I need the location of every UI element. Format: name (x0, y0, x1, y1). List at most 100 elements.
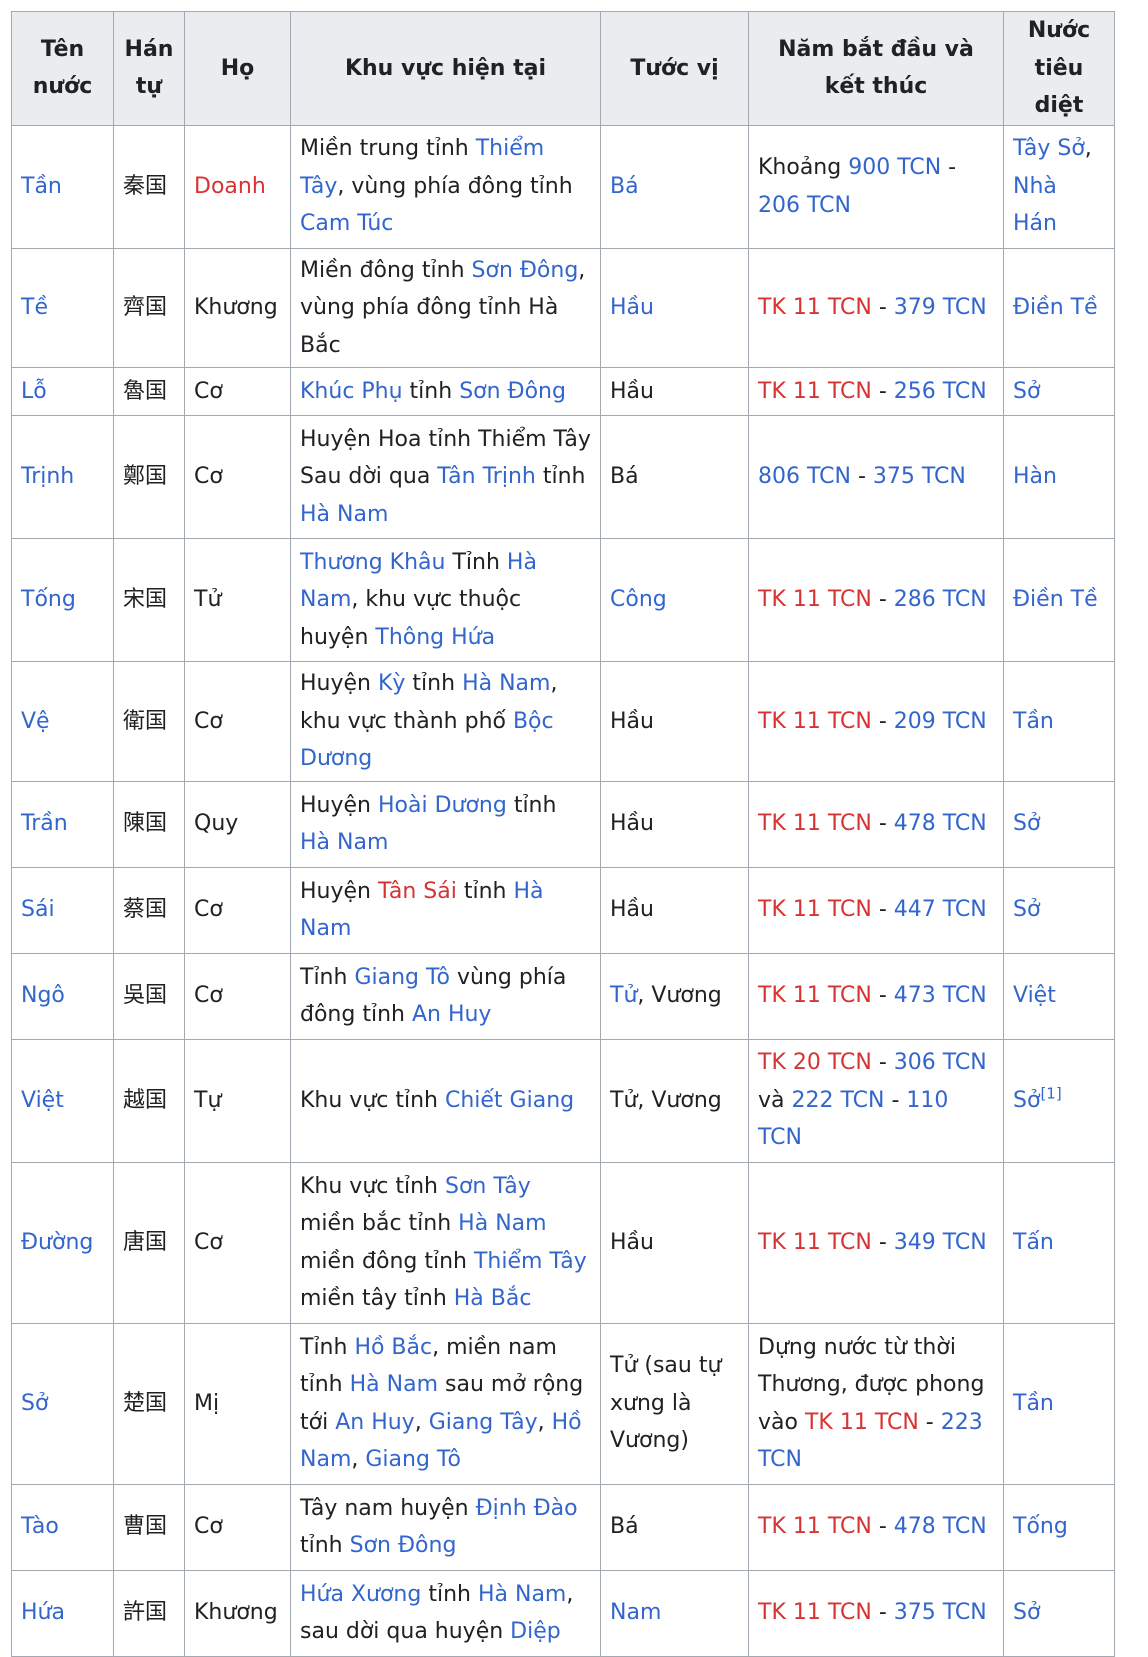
wiki-link[interactable]: Hoài Dương (377, 792, 507, 818)
wiki-link[interactable]: Sở (1013, 1600, 1041, 1626)
wiki-link[interactable]: Thương Khâu (300, 549, 446, 575)
wiki-link[interactable]: Tân Trịnh (437, 464, 536, 490)
red-link[interactable]: TK 11 TCN (758, 295, 872, 320)
wiki-link[interactable]: Sái (21, 897, 55, 923)
wiki-link[interactable]: 206 TCN (758, 192, 851, 218)
red-link[interactable]: TK 11 TCN (804, 1409, 919, 1435)
wiki-link[interactable]: Công (610, 587, 667, 613)
wiki-link[interactable]: 375 TCN (893, 1600, 987, 1626)
red-link[interactable]: TK 11 TCN (758, 897, 872, 923)
wiki-link[interactable]: Giang Tô (365, 1447, 461, 1472)
wiki-link[interactable]: Sở (21, 1390, 49, 1416)
wiki-link[interactable]: Hà Bắc (453, 1286, 532, 1311)
wiki-link[interactable]: 222 TCN (791, 1087, 885, 1113)
wiki-link[interactable]: An Huy (411, 1002, 492, 1027)
wiki-link[interactable]: Tây Sở (1013, 136, 1085, 162)
wiki-link[interactable]: Giang Tô (354, 964, 450, 990)
wiki-link[interactable]: 478 TCN (893, 1514, 987, 1540)
wiki-link[interactable]: Thông Hứa (375, 624, 496, 650)
header-nam[interactable]: Năm bắt đầu và kết thúc (748, 11, 1004, 126)
wiki-link[interactable]: 349 TCN (893, 1229, 987, 1255)
header-ho[interactable]: Họ (184, 11, 291, 126)
wiki-link[interactable]: Điền Tề (1013, 587, 1098, 613)
wiki-link[interactable]: 473 TCN (893, 983, 987, 1009)
wiki-link[interactable]: Tề (21, 295, 48, 320)
wiki-link[interactable]: Trịnh (21, 464, 75, 490)
wiki-link[interactable]: Sở (1013, 1087, 1041, 1113)
wiki-link[interactable]: 306 TCN (893, 1050, 987, 1076)
red-link[interactable]: TK 11 TCN (758, 983, 872, 1009)
wiki-link[interactable]: Hà Nam (300, 878, 544, 942)
wiki-link[interactable]: Sơn Đông (349, 1533, 457, 1558)
wiki-link[interactable]: Sơn Đông (471, 257, 579, 283)
wiki-link[interactable]: Hà Nam (458, 1211, 547, 1236)
wiki-link[interactable]: 900 TCN (848, 155, 942, 180)
wiki-link[interactable]: Hứa Xương (300, 1581, 422, 1607)
wiki-link[interactable]: 256 TCN (893, 378, 987, 404)
reference-link[interactable]: [1] (1040, 1084, 1062, 1103)
red-link[interactable]: Doanh (194, 173, 266, 199)
red-link[interactable]: Tân Sái (377, 878, 457, 904)
red-link[interactable]: TK 11 TCN (758, 1600, 872, 1626)
wiki-link[interactable]: Tấn (1013, 1229, 1054, 1255)
wiki-link[interactable]: Thiểm Tây (300, 136, 545, 199)
wiki-link[interactable]: Trần (21, 811, 68, 837)
wiki-link[interactable]: Nhà Hán (1013, 173, 1057, 237)
wiki-link[interactable]: Sở (1013, 897, 1041, 923)
wiki-link[interactable]: Lỗ (21, 378, 47, 404)
wiki-link[interactable]: Nam (610, 1600, 662, 1626)
red-link[interactable]: TK 11 TCN (758, 1514, 872, 1540)
wiki-link[interactable]: Việt (21, 1087, 64, 1113)
wiki-link[interactable]: Khúc Phụ (300, 378, 403, 404)
header-tuoc-vi[interactable]: Tước vị (600, 11, 749, 126)
wiki-link[interactable]: Sơn Tây (444, 1173, 531, 1199)
wiki-link[interactable]: Cam Túc (300, 211, 394, 237)
wiki-link[interactable]: Hứa (21, 1600, 65, 1626)
wiki-link[interactable]: 286 TCN (893, 587, 987, 613)
wiki-link[interactable]: Ngô (21, 983, 65, 1009)
wiki-link[interactable]: Hồ Nam (300, 1409, 582, 1473)
wiki-link[interactable]: Hà Nam (349, 1372, 439, 1397)
wiki-link[interactable]: Vệ (21, 708, 50, 734)
wiki-link[interactable]: Điền Tề (1013, 295, 1098, 320)
wiki-link[interactable]: Sở (1013, 811, 1041, 837)
header-ten-nuoc[interactable]: Tên nước (11, 11, 114, 126)
wiki-link[interactable]: Chiết Giang (444, 1087, 575, 1113)
red-link[interactable]: TK 11 TCN (758, 587, 872, 613)
wiki-link[interactable]: Hà Nam (300, 549, 537, 613)
wiki-link[interactable]: Hầu (610, 295, 654, 320)
wiki-link[interactable]: Hà Nam (300, 830, 389, 855)
red-link[interactable]: TK 20 TCN (758, 1050, 872, 1076)
wiki-link[interactable]: Hà Nam (462, 671, 551, 696)
header-nuoc-tieu-diet[interactable]: Nước tiêu diệt (1003, 11, 1115, 126)
wiki-link[interactable]: Diệp (510, 1619, 561, 1644)
wiki-link[interactable]: Tử (610, 983, 638, 1009)
wiki-link[interactable]: Hồ Bắc (354, 1334, 433, 1360)
red-link[interactable]: TK 11 TCN (758, 708, 872, 734)
wiki-link[interactable]: Thiểm Tây (473, 1248, 587, 1274)
wiki-link[interactable]: Tống (1013, 1514, 1068, 1540)
wiki-link[interactable]: Hà Nam (477, 1581, 567, 1607)
wiki-link[interactable]: Kỳ (377, 671, 406, 696)
wiki-link[interactable]: Sơn Đông (459, 378, 566, 404)
wiki-link[interactable]: Định Đào (475, 1495, 578, 1521)
wiki-link[interactable]: 375 TCN (872, 464, 966, 490)
wiki-link[interactable]: Hàn (1013, 464, 1057, 490)
wiki-link[interactable]: 447 TCN (893, 897, 987, 923)
wiki-link[interactable]: 110 TCN (758, 1087, 949, 1151)
wiki-link[interactable]: Giang Tây (428, 1409, 538, 1435)
wiki-link[interactable]: Bá (610, 173, 639, 199)
wiki-link[interactable]: Tần (21, 173, 62, 199)
header-khu-vuc[interactable]: Khu vực hiện tại (290, 11, 601, 126)
wiki-link[interactable]: Tống (21, 587, 76, 613)
wiki-link[interactable]: Bộc Dương (300, 708, 554, 772)
wiki-link[interactable]: Tào (21, 1514, 59, 1540)
wiki-link[interactable]: 223 TCN (758, 1409, 983, 1473)
wiki-link[interactable]: 806 TCN (758, 464, 851, 490)
wiki-link[interactable]: Việt (1013, 983, 1056, 1009)
red-link[interactable]: TK 11 TCN (758, 1229, 872, 1255)
wiki-link[interactable]: 209 TCN (893, 708, 987, 734)
wiki-link[interactable]: An Huy (335, 1409, 415, 1435)
red-link[interactable]: TK 11 TCN (758, 378, 872, 404)
wiki-link[interactable]: Đường (21, 1229, 94, 1255)
